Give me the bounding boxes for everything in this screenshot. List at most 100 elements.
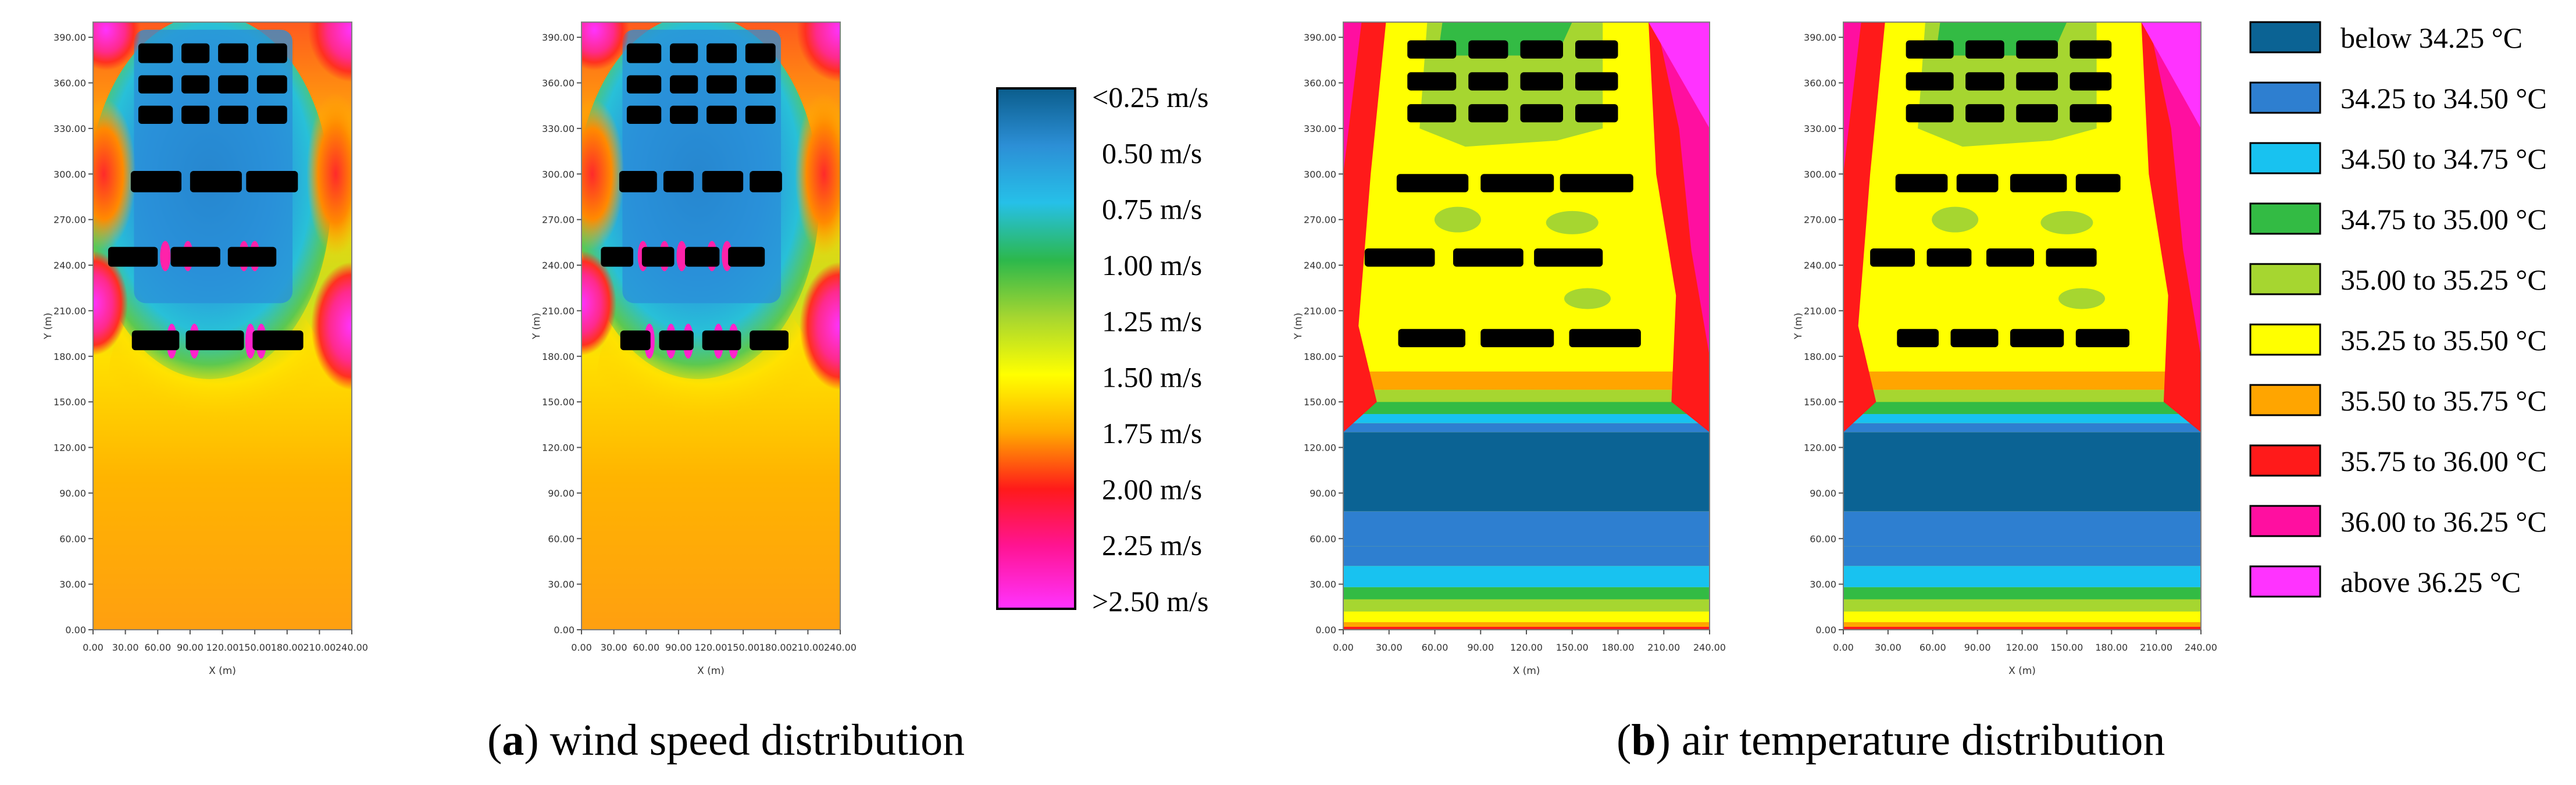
building <box>670 75 698 94</box>
caption-b-letter: b <box>1631 716 1656 765</box>
y-tick-label: 150.00 <box>1804 397 1836 408</box>
building <box>2046 248 2097 267</box>
caption-b-text: air temperature distribution <box>1681 716 2165 765</box>
y-tick-label: 120.00 <box>542 443 575 454</box>
y-tick-label: 60.00 <box>548 533 575 544</box>
building <box>1520 104 1563 123</box>
y-tick-label: 240.00 <box>1804 260 1836 271</box>
temp-patch <box>2058 288 2105 309</box>
y-tick-label: 180.00 <box>542 351 575 362</box>
building <box>620 330 651 351</box>
temp-hot-west <box>1843 22 1885 433</box>
y-tick-label: 240.00 <box>1304 260 1336 271</box>
wind-warm-zone <box>306 92 352 256</box>
y-tick-label: 180.00 <box>1304 351 1336 362</box>
building <box>1569 329 1641 348</box>
building <box>218 43 248 63</box>
building <box>185 330 244 351</box>
building <box>1468 104 1508 123</box>
x-axis-title: X (m) <box>209 665 236 677</box>
temp-legend-label: 35.00 to 35.25 °C <box>2340 263 2547 296</box>
wind-hotspot <box>581 251 616 356</box>
temp-band <box>1343 611 1710 622</box>
temp-band <box>1843 622 2201 627</box>
x-tick-label: 90.00 <box>665 642 692 653</box>
wind-legend-label: <0.25 m/s <box>1092 81 1208 113</box>
a-plot-2: 0.00 30.00 60.00 90.00 120.00 150.00 180.00 210… <box>531 22 857 677</box>
temp-legend-swatch <box>2249 505 2321 537</box>
temp-legend-label: 35.50 to 35.75 °C <box>2340 384 2547 417</box>
y-tick-label: 90.00 <box>1310 488 1336 499</box>
y-tick-label: 360.00 <box>1304 78 1336 89</box>
wind-hotspot <box>797 22 840 83</box>
temp-hot-east <box>2149 22 2201 356</box>
wind-legend-label: 1.75 m/s <box>1102 417 1202 449</box>
temp-legend-swatch <box>2249 444 2321 477</box>
wind-legend-label: 0.75 m/s <box>1102 193 1202 226</box>
building <box>2010 329 2064 348</box>
building <box>1575 40 1618 59</box>
building <box>626 43 662 63</box>
temp-band <box>1843 511 2201 547</box>
building <box>2070 104 2112 123</box>
x-axis-title: X (m) <box>2008 665 2036 677</box>
temp-legend-label: 34.50 to 34.75 °C <box>2340 142 2547 175</box>
building <box>1926 248 1972 267</box>
building <box>138 105 173 124</box>
building <box>218 105 248 124</box>
y-tick-label: 60.00 <box>1310 533 1336 544</box>
wind-calm-zone <box>134 30 293 304</box>
x-tick-label: 30.00 <box>1376 642 1403 653</box>
building <box>659 330 694 351</box>
building <box>256 75 287 94</box>
temp-legend-label: 34.75 to 35.00 °C <box>2340 203 2547 236</box>
y-tick-label: 240.00 <box>53 260 86 271</box>
building <box>1468 40 1508 59</box>
x-tick-label: 120.00 <box>1510 642 1543 653</box>
temp-patch <box>1932 206 1979 233</box>
wind-jet <box>160 241 171 272</box>
building <box>1895 174 1948 192</box>
building <box>1364 248 1435 267</box>
y-tick-label: 210.00 <box>1304 305 1336 316</box>
y-tick-label: 120.00 <box>1804 443 1836 454</box>
wind-jet <box>676 241 687 272</box>
y-tick-label: 30.00 <box>1310 579 1336 590</box>
temp-band <box>1843 423 2201 433</box>
building <box>1407 72 1457 91</box>
x-tick-label: 210.00 <box>2140 642 2172 653</box>
wind-colorbar: <0.25 m/s 0.50 m/s 0.75 m/s 1.00 m/s 1.25 m/… <box>996 81 1208 618</box>
x-tick-label: 120.00 <box>206 642 239 653</box>
y-tick-label: 90.00 <box>1810 488 1836 499</box>
building <box>1575 104 1618 123</box>
y-tick-label: 0.00 <box>65 625 86 636</box>
building <box>1906 40 1954 59</box>
x-tick-label: 30.00 <box>1875 642 1901 653</box>
x-axis-title: X (m) <box>1513 665 1540 677</box>
y-tick-label: 210.00 <box>1804 305 1836 316</box>
y-tick-label: 300.00 <box>53 169 86 180</box>
building <box>1453 248 1524 267</box>
x-tick-label: 60.00 <box>633 642 659 653</box>
building <box>1986 248 2034 267</box>
x-tick-label: 60.00 <box>1919 642 1946 653</box>
temp-legend-swatch <box>2249 323 2321 356</box>
building <box>1560 174 1633 192</box>
building <box>1520 72 1563 91</box>
x-tick-label: 150.00 <box>2050 642 2083 653</box>
wind-legend-label: >2.50 m/s <box>1092 585 1208 618</box>
caption-a-text: wind speed distribution <box>550 716 965 765</box>
building <box>2016 104 2058 123</box>
y-axis-title: Y (m) <box>42 313 54 340</box>
caption-a: (a) wind speed distribution <box>487 716 965 765</box>
building <box>227 247 277 267</box>
building <box>1906 104 1954 123</box>
building <box>2016 72 2058 91</box>
temperature-legend: below 34.25 °C 34.25 to 34.50 °C 34.50 to … <box>2249 21 2547 598</box>
y-tick-label: 30.00 <box>59 579 86 590</box>
temp-band <box>1843 611 2201 622</box>
building <box>1468 72 1508 91</box>
y-tick-label: 30.00 <box>1810 579 1836 590</box>
temp-band <box>1843 414 2201 423</box>
a-plot-1: 0.00 30.00 60.00 90.00 120.00 150.00 180.00 210… <box>42 22 368 677</box>
